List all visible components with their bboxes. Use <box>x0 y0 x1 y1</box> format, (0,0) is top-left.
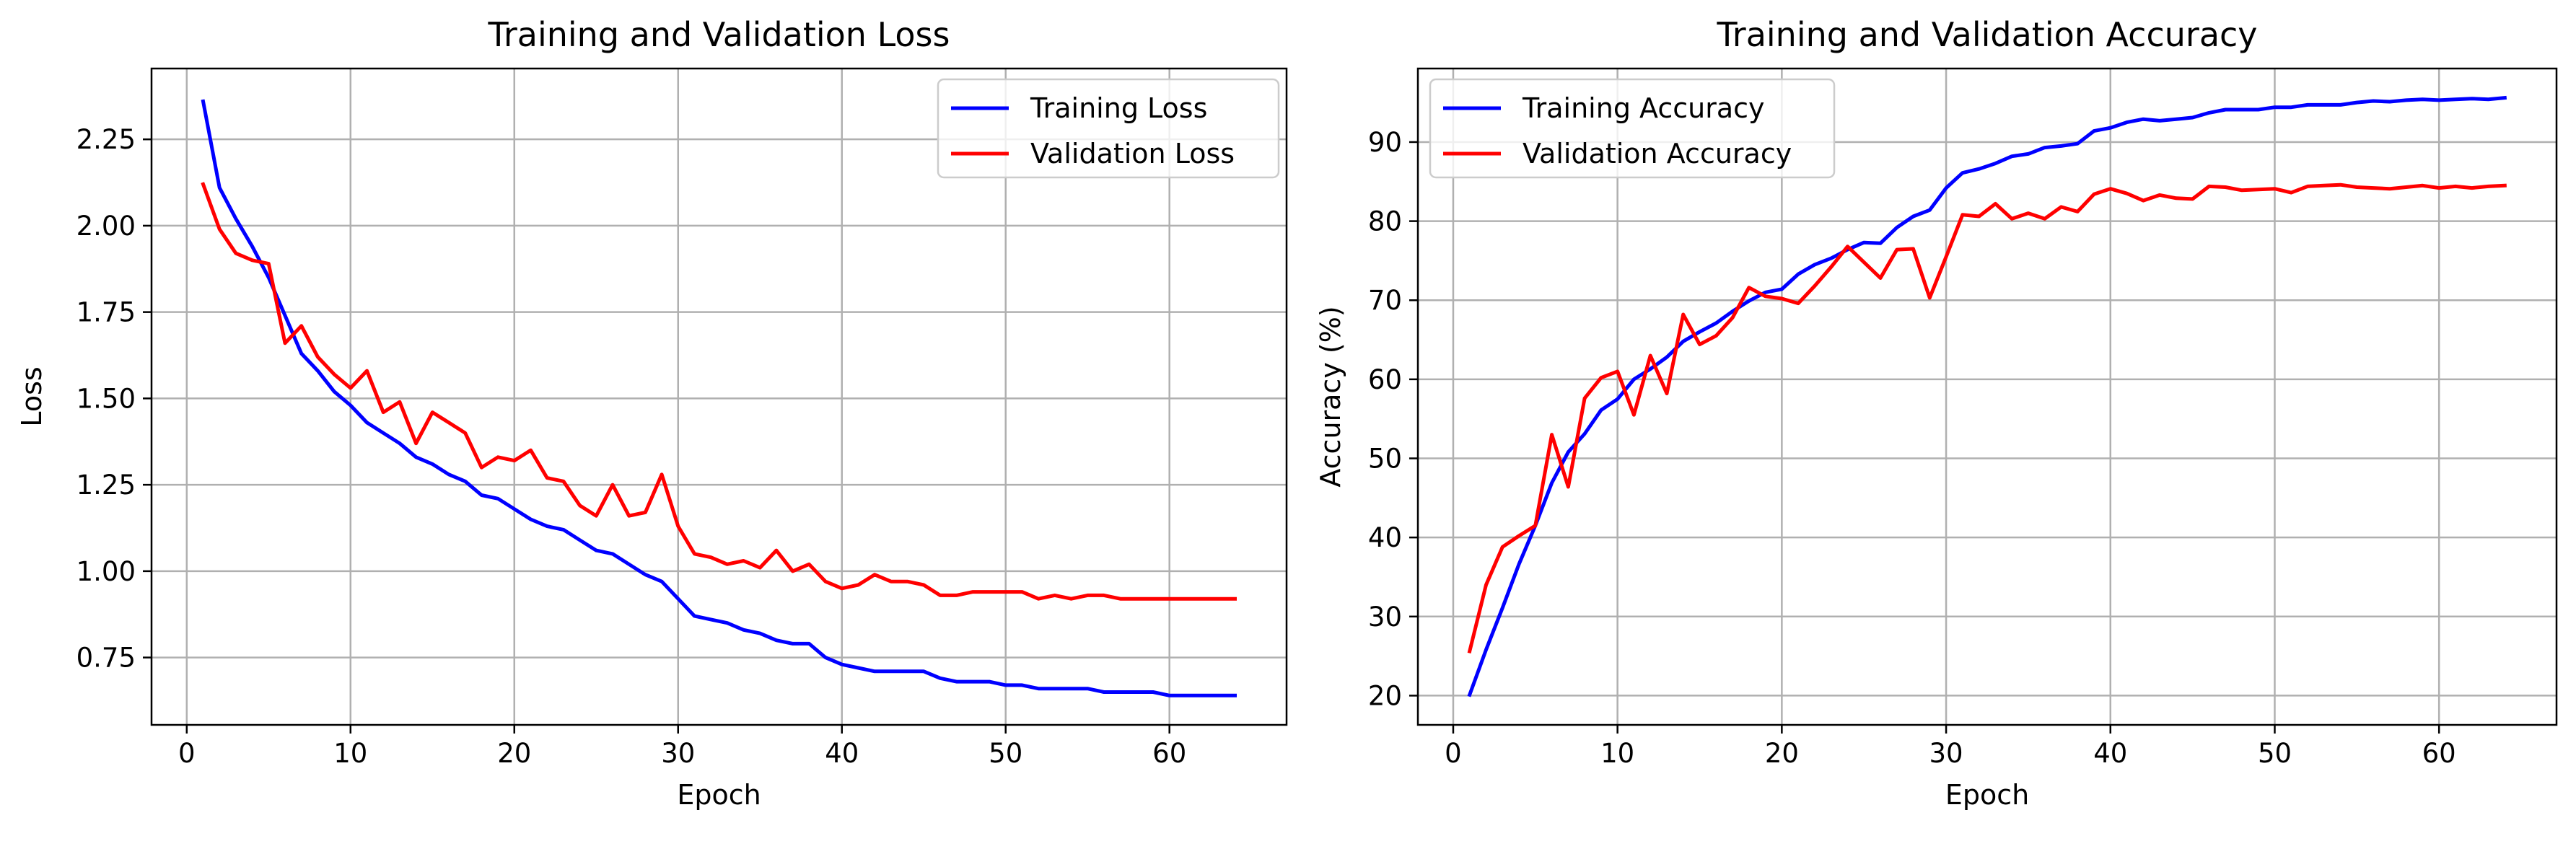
legend-label: Validation Accuracy <box>1523 138 1792 169</box>
y-tick-label: 2.00 <box>76 211 136 242</box>
series-line-validation-loss <box>201 182 1237 601</box>
y-tick-label: 90 <box>1368 127 1402 158</box>
x-tick-label: 10 <box>333 738 367 769</box>
x-tick-label: 50 <box>989 738 1022 769</box>
x-tick-label: 20 <box>1765 738 1799 769</box>
legend-label: Validation Loss <box>1030 138 1235 169</box>
y-tick-label: 20 <box>1368 680 1402 711</box>
chart-title: Training and Validation Loss <box>488 15 950 54</box>
y-tick-label: 1.25 <box>76 470 136 501</box>
legend: Training Accuracy Validation Accuracy <box>1429 78 1836 179</box>
x-axis-label: Epoch <box>1945 779 2029 811</box>
x-tick-label: 10 <box>1600 738 1634 769</box>
y-tick-label: 50 <box>1368 444 1402 475</box>
legend: Training Loss Validation Loss <box>937 78 1280 179</box>
plot-frame <box>150 67 1288 726</box>
legend-label: Training Accuracy <box>1522 92 1765 124</box>
y-tick-label: 1.50 <box>76 383 136 414</box>
x-tick-label: 20 <box>497 738 531 769</box>
plot-frame <box>1416 67 2558 726</box>
x-tick-label: 30 <box>661 738 695 769</box>
y-tick-label: 30 <box>1368 602 1402 633</box>
chart-title: Training and Validation Accuracy <box>1716 15 2257 54</box>
y-tick-label: 1.75 <box>76 297 136 328</box>
y-axis-label: Loss <box>16 366 48 426</box>
x-tick-label: 50 <box>2258 738 2292 769</box>
series-line-training-accuracy <box>1467 95 2507 697</box>
chart-2: 0 10 20 30 40 50 60 20 30 40 50 60 70 80 90 Training an… <box>1315 15 2558 811</box>
y-tick-label: 80 <box>1368 206 1402 237</box>
y-tick-label: 40 <box>1368 522 1402 553</box>
x-axis-label: Epoch <box>677 779 761 811</box>
y-tick-label: 1.00 <box>76 556 136 587</box>
x-tick-label: 30 <box>1929 738 1963 769</box>
legend-box <box>1429 78 1836 179</box>
x-tick-label: 40 <box>825 738 859 769</box>
series-line-training-loss <box>201 99 1237 697</box>
series-line-validation-accuracy <box>1467 182 2507 654</box>
x-tick-label: 0 <box>178 738 196 769</box>
y-axis-label: Accuracy (%) <box>1315 306 1346 487</box>
legend-label: Training Loss <box>1030 92 1207 124</box>
x-tick-label: 60 <box>1152 738 1186 769</box>
y-tick-label: 2.25 <box>76 124 136 155</box>
legend-box <box>937 78 1280 179</box>
y-tick-label: 70 <box>1368 285 1402 316</box>
x-tick-label: 60 <box>2422 738 2456 769</box>
y-tick-label: 60 <box>1368 364 1402 395</box>
y-tick-label: 0.75 <box>76 643 136 674</box>
x-tick-label: 40 <box>2093 738 2127 769</box>
chart-1: 0 10 20 30 40 50 60 0.75 1.00 1.25 1.50 1.75 2.00 2.2… <box>16 15 1288 811</box>
x-tick-label: 0 <box>1445 738 1462 769</box>
